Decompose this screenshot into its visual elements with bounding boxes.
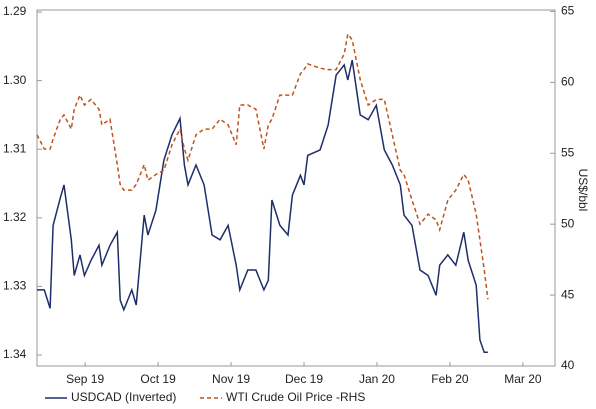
y-tick-label: 1.32 <box>3 210 27 224</box>
y2-axis-label: US$/bbl <box>576 169 590 212</box>
data-line <box>36 32 489 300</box>
plot-frame <box>36 9 556 367</box>
x-tick-label: Sep 19 <box>66 372 104 386</box>
y2-tick-label: 40 <box>561 358 575 372</box>
y2-tick-label: 65 <box>561 4 575 18</box>
y-tick-label: 1.29 <box>3 4 27 18</box>
x-tick-label: Nov 19 <box>212 372 250 386</box>
y2-tick-label: 50 <box>561 216 575 230</box>
y-tick-label: 1.31 <box>3 141 27 155</box>
x-tick-label: Mar 20 <box>504 372 542 386</box>
x-tick-label: Dec 19 <box>285 372 323 386</box>
legend-label: USDCAD (Inverted) <box>71 390 176 404</box>
x-tick-label: Feb 20 <box>431 372 469 386</box>
data-line <box>37 59 488 354</box>
y2-tick-label: 45 <box>561 287 575 301</box>
y-tick-label: 1.30 <box>3 73 27 87</box>
legend-label: WTI Crude Oil Price -RHS <box>226 390 365 404</box>
x-tick-label: Oct 19 <box>140 372 176 386</box>
y2-tick-label: 60 <box>561 75 575 89</box>
y-tick-label: 1.33 <box>3 279 27 293</box>
y2-tick-label: 55 <box>561 145 575 159</box>
x-tick-label: Jan 20 <box>359 372 395 386</box>
y-tick-label: 1.34 <box>3 347 27 361</box>
